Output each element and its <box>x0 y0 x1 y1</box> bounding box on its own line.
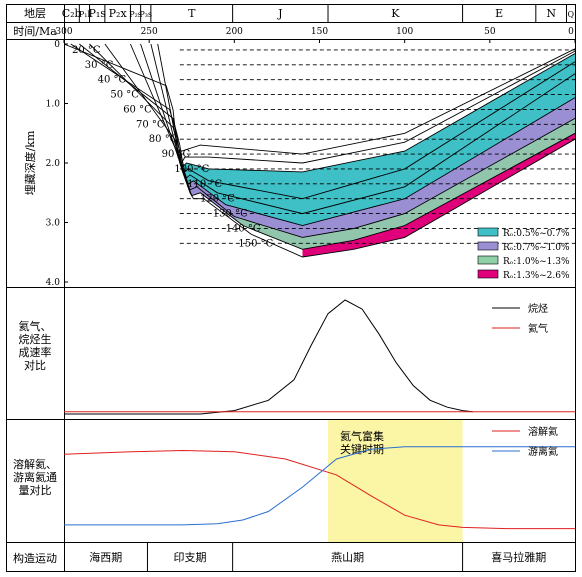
time-tick-label: 50 <box>484 27 496 37</box>
time-tick-label: 300 <box>55 27 72 37</box>
stratum-label: C₂b <box>62 7 82 20</box>
flux-series-line <box>63 449 575 530</box>
stratum-header: 地层 <box>24 7 46 20</box>
depth-tick-label: 2.0 <box>46 159 61 169</box>
isotherm-label: 60 °C <box>123 104 152 115</box>
tectonic-period-label: 海西期 <box>89 550 122 564</box>
isotherm-label: 70 °C <box>136 119 165 130</box>
isotherm-labels: 20 °C 30 °C 40 °C 50 °C 60 °C 70 °C 80 °C 90 °C… <box>72 45 274 249</box>
stratum-label: K <box>391 7 400 20</box>
time-tick-label: 150 <box>311 27 328 37</box>
stratum-label: E <box>495 7 503 20</box>
stratum-label: P₂s <box>129 10 142 19</box>
flux-series-line <box>64 446 575 526</box>
legend-label: 游离氦 <box>528 445 558 458</box>
tectonic-period-label: 印支期 <box>174 551 207 564</box>
stratum-label: T <box>188 7 196 20</box>
burial-depth-axis-label: 埋藏深度/km <box>23 130 37 195</box>
generation-rate-series <box>64 299 575 415</box>
isotherm-label: 140 °C <box>226 223 261 234</box>
generation-rate-axis-label: 氦气、烷烃生成速率对比 <box>19 319 52 372</box>
helium-flux-series <box>63 446 575 530</box>
tectonic-header: 构造运动 <box>13 551 57 565</box>
isotherm-lines <box>179 49 575 244</box>
isotherm-label: 80 °C <box>149 134 178 145</box>
legend-label: Rₒ:1.3%~2.6% <box>503 271 570 281</box>
burial-curve <box>63 43 576 159</box>
axis-label-text: 溶解氦、游离氦通量对比 <box>13 457 57 497</box>
stratum-label: N <box>546 7 556 20</box>
depth-tick-label: 0 <box>54 40 60 50</box>
depth-tick-label: 1.0 <box>46 100 61 110</box>
legend-label: 氦气 <box>528 322 548 335</box>
depth-tick-label: 3.0 <box>46 219 61 229</box>
axis-label-text: 氦气、烷烃生成速率对比 <box>19 319 52 372</box>
stratum-label: P₁l <box>79 10 91 19</box>
isotherm-label: 50 °C <box>110 90 139 101</box>
time-tick-label: 200 <box>226 27 243 37</box>
burial-curves <box>63 43 576 258</box>
time-tick-label: 100 <box>396 27 413 37</box>
legend-label: Rₒ:0.7%~1.0% <box>503 243 570 253</box>
tectonic-period-label: 喜马拉雅期 <box>491 550 546 564</box>
burial-curve <box>79 43 576 173</box>
legend-label: Rₒ:0.5%~0.7% <box>503 229 570 239</box>
time-tick-label: 0 <box>568 27 574 37</box>
depth-axis: 0 1.0 2.0 3.0 4.0 <box>46 40 68 288</box>
stratum-label: P₃s <box>139 10 152 19</box>
maturity-legend: Rₒ:0.5%~0.7% Rₒ:0.7%~1.0% Rₒ:1.0%~1.3% Rₒ:1… <box>477 227 570 281</box>
stratum-label: P₁s <box>88 7 106 20</box>
time-axis: 300 250 200 150 100 50 0 <box>55 27 576 43</box>
legend-label: Rₒ:1.0%~1.3% <box>503 257 570 267</box>
stratum-label: Q <box>567 10 574 19</box>
isotherm-label: 120 °C <box>200 194 235 205</box>
legend-label: 溶解氦 <box>528 425 558 438</box>
tectonic-row: 海西期 印支期 燕山期 喜马拉雅期 <box>89 542 546 572</box>
tectonic-period-label: 燕山期 <box>331 551 364 564</box>
legend-swatch <box>477 255 499 265</box>
annotation-text: 氦气富集关键时期 <box>340 429 384 456</box>
legend-label: 烷烃 <box>528 302 548 315</box>
depth-tick-label: 4.0 <box>46 278 61 288</box>
isotherm-label: 30 °C <box>85 60 114 71</box>
isotherm-label: 110 °C <box>187 179 222 190</box>
rate-series-line <box>64 299 473 415</box>
stratum-label: J <box>277 7 282 20</box>
isotherm-label: 90 °C <box>162 149 191 160</box>
enrichment-period-highlight <box>328 420 463 542</box>
maturity-zone-fill <box>234 118 576 250</box>
isotherm-label: 150 °C <box>238 238 273 249</box>
burial-history-panel: 埋藏深度/km 0 1.0 2.0 3.0 4.0 20 °C 30 °C 40 °C 50 … <box>23 40 576 288</box>
legend-swatch <box>477 241 499 251</box>
time-tick-label: 250 <box>141 27 158 37</box>
legend-swatch <box>477 269 499 279</box>
isotherm-label: 100 °C <box>174 164 209 175</box>
helium-flux-axis-label: 溶解氦、游离氦通量对比 <box>13 457 57 497</box>
time-header: 时间/Ma <box>13 25 57 38</box>
isotherm-label: 130 °C <box>213 209 248 220</box>
legend-swatch <box>477 227 499 237</box>
isotherm-label: 40 °C <box>98 75 127 86</box>
enrichment-annotation: 氦气富集关键时期 <box>340 429 384 456</box>
burial-curve <box>157 43 576 258</box>
maturity-zone-fill <box>183 53 575 226</box>
isotherm-label: 20 °C <box>72 45 101 56</box>
stratum-label: P₂x <box>109 7 128 20</box>
